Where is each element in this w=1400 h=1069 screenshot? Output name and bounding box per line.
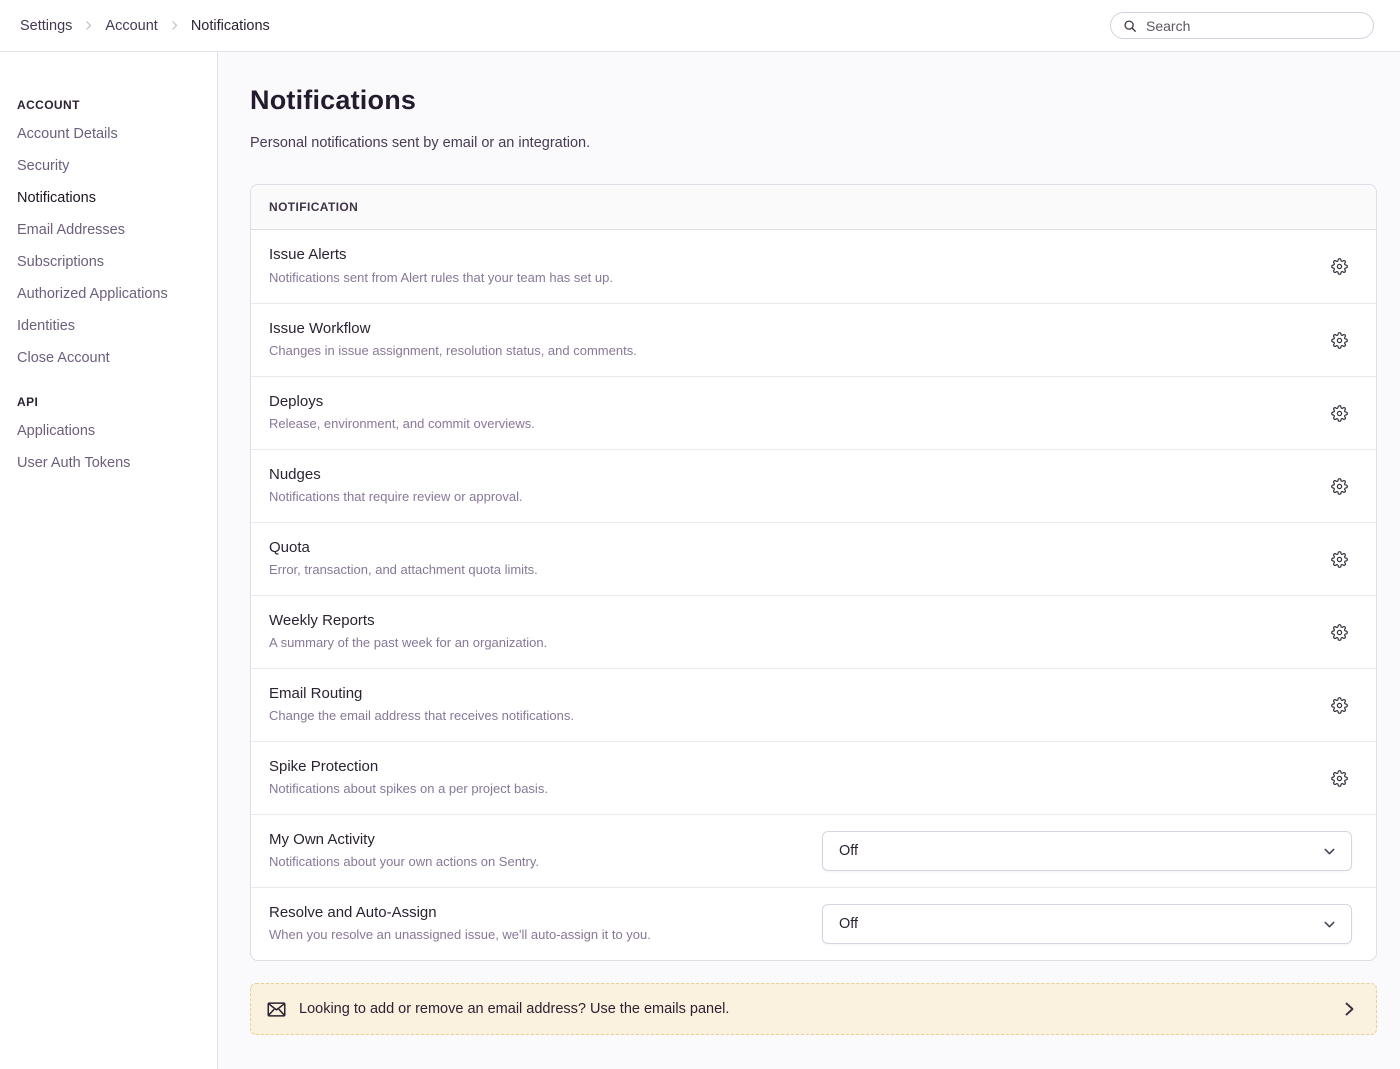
notification-row-my-own-activity: My Own Activity Notifications about your … [251, 814, 1376, 887]
quota-settings-button[interactable] [1327, 547, 1352, 572]
breadcrumb-item-account[interactable]: Account [105, 17, 158, 34]
my-own-activity-select[interactable]: Off [822, 831, 1352, 871]
gear-icon [1331, 477, 1348, 495]
search-box[interactable] [1110, 12, 1374, 39]
topbar: Settings Account Notifications [0, 0, 1400, 52]
notification-description: Notifications about your own actions on … [269, 854, 540, 870]
notification-row-nudges: Nudges Notifications that require review … [251, 449, 1376, 522]
notification-title: Weekly Reports [269, 611, 375, 629]
envelope-icon [267, 1001, 286, 1017]
select-value: Off [839, 843, 859, 859]
panel-header: NOTIFICATION [251, 185, 1376, 230]
sidebar: ACCOUNT Account Details Security Notificati… [0, 52, 218, 1069]
gear-icon [1331, 623, 1348, 641]
email-routing-settings-button[interactable] [1327, 693, 1352, 718]
chevron-down-icon [1322, 844, 1337, 859]
alert-text: Looking to add or remove an email addres… [299, 1001, 730, 1017]
sidebar-section-title: API [17, 395, 39, 409]
notification-row-weekly-reports: Weekly Reports A summary of the past week… [251, 595, 1376, 668]
page-title: Notifications [250, 85, 417, 115]
notification-row-spike-protection: Spike Protection Notifications about spik… [251, 741, 1376, 814]
notification-row-text: Resolve and Auto-Assign When you resolve … [269, 904, 822, 945]
notification-title: Quota [269, 538, 310, 556]
notification-title: Email Routing [269, 684, 363, 702]
notification-row-text: Email Routing Change the email address th… [269, 685, 1327, 726]
search-input[interactable] [1144, 16, 1361, 35]
sidebar-section-title: ACCOUNT [17, 98, 80, 112]
notification-row-text: Issue Alerts Notifications sent from Aler… [269, 246, 1327, 287]
notification-description: Notifications that require review or app… [269, 489, 523, 505]
notification-row-email-routing: Email Routing Change the email address th… [251, 668, 1376, 741]
select-value: Off [839, 916, 859, 932]
notification-description: Notifications about spikes on a per proj… [269, 781, 548, 797]
spike-protection-settings-button[interactable] [1327, 766, 1352, 791]
notification-row-deploys: Deploys Release, environment, and commit … [251, 376, 1376, 449]
notification-description: Change the email address that receives n… [269, 708, 574, 724]
notification-title: Resolve and Auto-Assign [269, 903, 437, 921]
emails-panel-alert[interactable]: Looking to add or remove an email addres… [250, 983, 1377, 1035]
notification-row-text: My Own Activity Notifications about your … [269, 831, 822, 872]
breadcrumb: Settings Account Notifications [20, 18, 270, 34]
notification-row-resolve-and-auto-assign: Resolve and Auto-Assign When you resolve … [251, 887, 1376, 960]
notification-description: A summary of the past week for an organi… [269, 635, 548, 651]
page-subtitle: Personal notifications sent by email or … [250, 135, 591, 151]
notification-description: Changes in issue assignment, resolution … [269, 343, 637, 359]
issue-workflow-settings-button[interactable] [1327, 328, 1352, 353]
chevron-down-icon [1322, 917, 1337, 932]
gear-icon [1331, 331, 1348, 349]
notification-title: Issue Alerts [269, 246, 347, 264]
weekly-reports-settings-button[interactable] [1327, 620, 1352, 645]
notification-title: Nudges [269, 465, 321, 483]
breadcrumb-separator-icon [82, 19, 95, 32]
notification-row-issue-workflow: Issue Workflow Changes in issue assignmen… [251, 303, 1376, 376]
notification-description: Notifications sent from Alert rules that… [269, 269, 613, 285]
sidebar-item-notifications[interactable]: Notifications [17, 190, 96, 206]
page-layout: ACCOUNT Account Details Security Notificati… [0, 52, 1400, 1069]
notification-row-text: Quota Error, transaction, and attachment … [269, 539, 1327, 580]
gear-icon [1331, 550, 1348, 568]
notification-title: Deploys [269, 392, 324, 410]
breadcrumb-separator-icon [168, 19, 181, 32]
notification-row-text: Spike Protection Notifications about spik… [269, 758, 1327, 799]
notification-description: When you resolve an unassigned issue, we… [269, 927, 651, 943]
sidebar-item-identities[interactable]: Identities [17, 318, 76, 334]
notification-row-text: Nudges Notifications that require review … [269, 466, 1327, 507]
issue-alerts-settings-button[interactable] [1327, 254, 1352, 279]
sidebar-item-subscriptions[interactable]: Subscriptions [17, 254, 105, 270]
main-content: Notifications Personal notifications sen… [218, 52, 1400, 1069]
notification-description: Error, transaction, and attachment quota… [269, 562, 538, 578]
notification-rows: Issue Alerts Notifications sent from Aler… [251, 230, 1376, 960]
notification-title: My Own Activity [269, 830, 375, 848]
notification-row-text: Weekly Reports A summary of the past week… [269, 612, 1327, 653]
sidebar-item-authorized-applications[interactable]: Authorized Applications [17, 286, 168, 302]
resolve-and-auto-assign-select[interactable]: Off [822, 904, 1352, 944]
sidebar-item-applications[interactable]: Applications [17, 423, 96, 439]
gear-icon [1331, 258, 1348, 275]
breadcrumb-item-notifications[interactable]: Notifications [190, 17, 270, 34]
sidebar-item-account-details[interactable]: Account Details [17, 126, 118, 142]
breadcrumb-item-settings[interactable]: Settings [20, 17, 73, 34]
notification-row-text: Deploys Release, environment, and commit … [269, 393, 1327, 434]
gear-icon [1331, 769, 1348, 787]
notification-row-text: Issue Workflow Changes in issue assignmen… [269, 320, 1327, 361]
gear-icon [1331, 696, 1348, 714]
notification-title: Issue Workflow [269, 319, 371, 337]
sidebar-item-email-addresses[interactable]: Email Addresses [17, 222, 125, 238]
sidebar-item-user-auth-tokens[interactable]: User Auth Tokens [17, 455, 131, 471]
notification-row-issue-alerts: Issue Alerts Notifications sent from Aler… [251, 230, 1376, 303]
notification-row-quota: Quota Error, transaction, and attachment … [251, 522, 1376, 595]
notification-description: Release, environment, and commit overvie… [269, 416, 535, 432]
notification-title: Spike Protection [269, 757, 379, 775]
search-icon [1123, 19, 1137, 33]
sidebar-item-security[interactable]: Security [17, 158, 70, 174]
deploys-settings-button[interactable] [1327, 401, 1352, 426]
notifications-panel: NOTIFICATION Issue Alerts Notifications s… [250, 184, 1377, 961]
gear-icon [1331, 404, 1348, 422]
nudges-settings-button[interactable] [1327, 474, 1352, 499]
sidebar-item-close-account[interactable]: Close Account [17, 350, 110, 366]
sidebar-section-api: API Applications User Auth Tokens [17, 389, 201, 479]
sidebar-section-account: ACCOUNT Account Details Security Notificati… [17, 92, 201, 374]
chevron-right-icon [1341, 1001, 1357, 1017]
